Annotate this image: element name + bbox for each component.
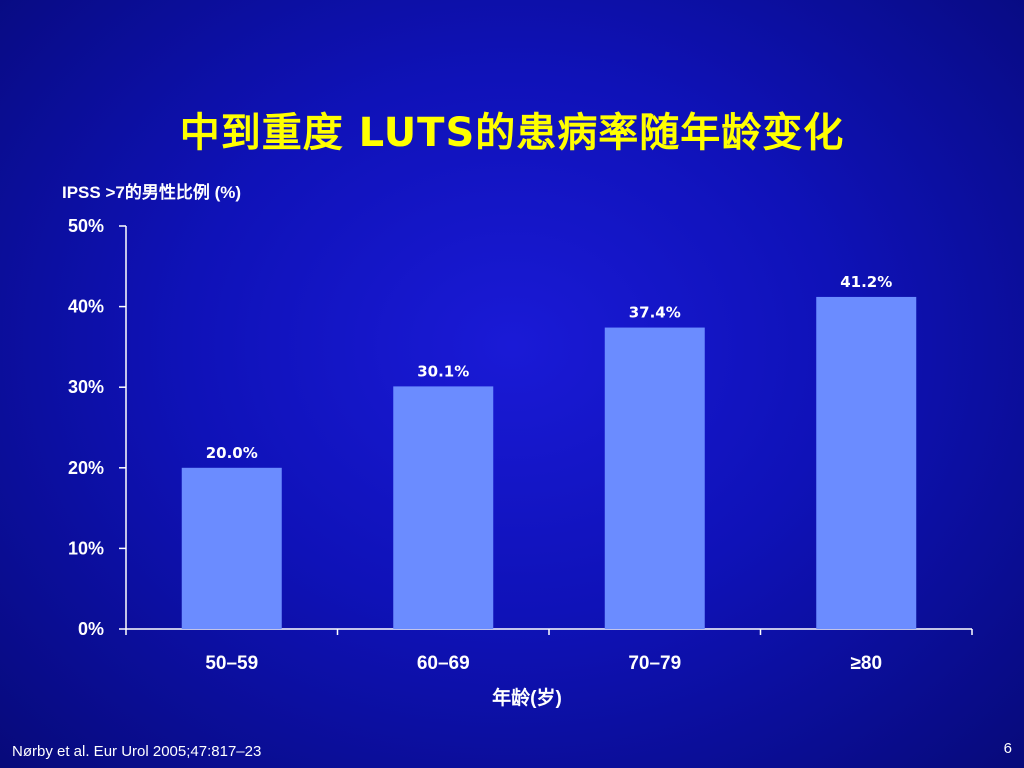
y-tick-label: 20% [68,458,104,478]
bar-value-label: 20.0% [206,444,258,462]
citation-footnote: Nørby et al. Eur Urol 2005;47:817–23 [12,743,262,760]
chart-labels: 0% 10% 20% 30% 40% 50% 20.0% 50–59 30.1% 60–69 37.… [68,216,892,674]
bar [181,467,282,629]
bar-value-label: 30.1% [417,362,469,380]
bar [393,386,494,629]
y-tick-label: 10% [68,538,104,558]
bar [604,327,705,629]
x-tick-label: 50–59 [205,653,258,674]
x-axis-label: 年龄(岁) [492,688,562,709]
bar [816,296,917,629]
y-tick-label: 0% [78,619,104,639]
y-tick-label: 30% [68,377,104,397]
bar-value-label: 37.4% [629,304,681,322]
x-tick-label: 60–69 [417,653,470,674]
x-tick-label: ≥80 [850,653,882,674]
y-axis-label: IPSS >7的男性比例 (%) [62,183,242,202]
y-tick-label: 50% [68,216,104,236]
x-tick-label: 70–79 [628,653,681,674]
page-number: 6 [1003,740,1012,757]
chart-bars [181,296,917,629]
slide-title: 中到重度 LUTS的患病率随年龄变化 [179,110,845,156]
bar-value-label: 41.2% [840,273,892,291]
y-tick-label: 40% [68,297,104,317]
